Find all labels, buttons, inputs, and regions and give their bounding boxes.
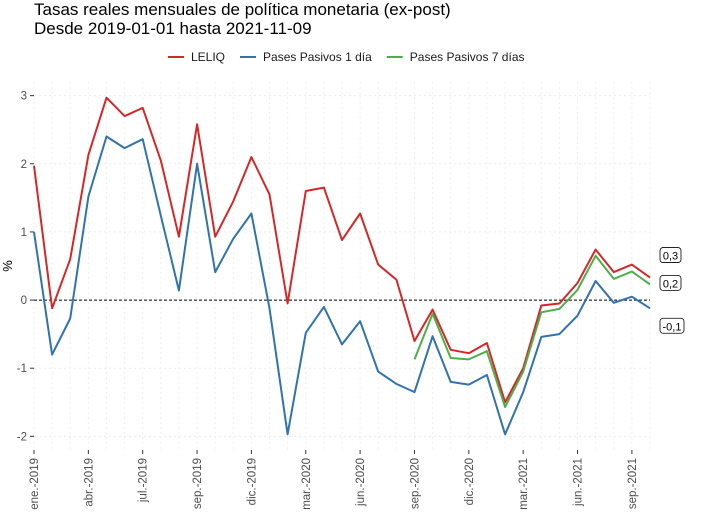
y-tick-label: 0	[21, 295, 27, 307]
x-tick-label: mar.-2021	[518, 458, 530, 510]
x-tick-label: sep.-2020	[409, 458, 421, 509]
x-tick-label: ene.-2019	[29, 458, 41, 510]
end-label: 0,3	[663, 251, 678, 263]
chart-subtitle: Desde 2019-01-01 hasta 2021-11-09	[34, 19, 312, 38]
legend-label: Pases Pasivos 1 día	[263, 50, 372, 64]
y-tick-label: 2	[21, 159, 27, 171]
x-tick-label: dic.-2019	[246, 458, 258, 505]
x-tick-label: sep.-2019	[192, 458, 204, 509]
y-axis-title: %	[0, 260, 15, 272]
axes: -2 -1 0 1 2 3 ene.-2019 abr.-2019 jul.-2019 sep.-…	[17, 91, 639, 510]
end-label-box	[659, 317, 685, 334]
legend: LELIQ Pases Pasivos 1 día Pases Pasivos 7 …	[168, 50, 525, 64]
x-tick-label: abr.-2019	[83, 458, 95, 507]
end-label-box	[659, 274, 682, 291]
x-tick-label: mar.-2020	[301, 458, 313, 510]
x-tick-label: jun.-2020	[355, 458, 367, 507]
y-tick-label: -1	[17, 363, 27, 375]
y-tick-label: -2	[17, 431, 27, 443]
x-tick-label: jun.-2021	[573, 458, 585, 507]
end-label: 0,2	[663, 278, 678, 290]
y-tick-label: 1	[21, 227, 27, 239]
series-lines	[33, 96, 651, 436]
x-tick-label: jul.-2019	[138, 458, 150, 503]
legend-label: Pases Pasivos 7 días	[410, 50, 525, 64]
end-labels: 0,3 0,2 -0,1	[659, 247, 685, 334]
end-label-box	[659, 247, 682, 263]
chart-title: Tasas reales mensuales de política monet…	[34, 0, 451, 19]
legend-label: LELIQ	[191, 50, 225, 64]
series-line-pases-pasivos-1-d-a	[33, 135, 651, 436]
gridlines	[33, 82, 651, 450]
x-tick-label: sep.-2021	[627, 458, 639, 509]
series-line-pases-pasivos-7-d-as	[413, 254, 651, 409]
end-label: -0,1	[663, 321, 682, 333]
series-line-leliq	[33, 96, 651, 404]
x-tick-label: dic.-2020	[464, 458, 476, 505]
y-tick-label: 3	[21, 91, 27, 103]
